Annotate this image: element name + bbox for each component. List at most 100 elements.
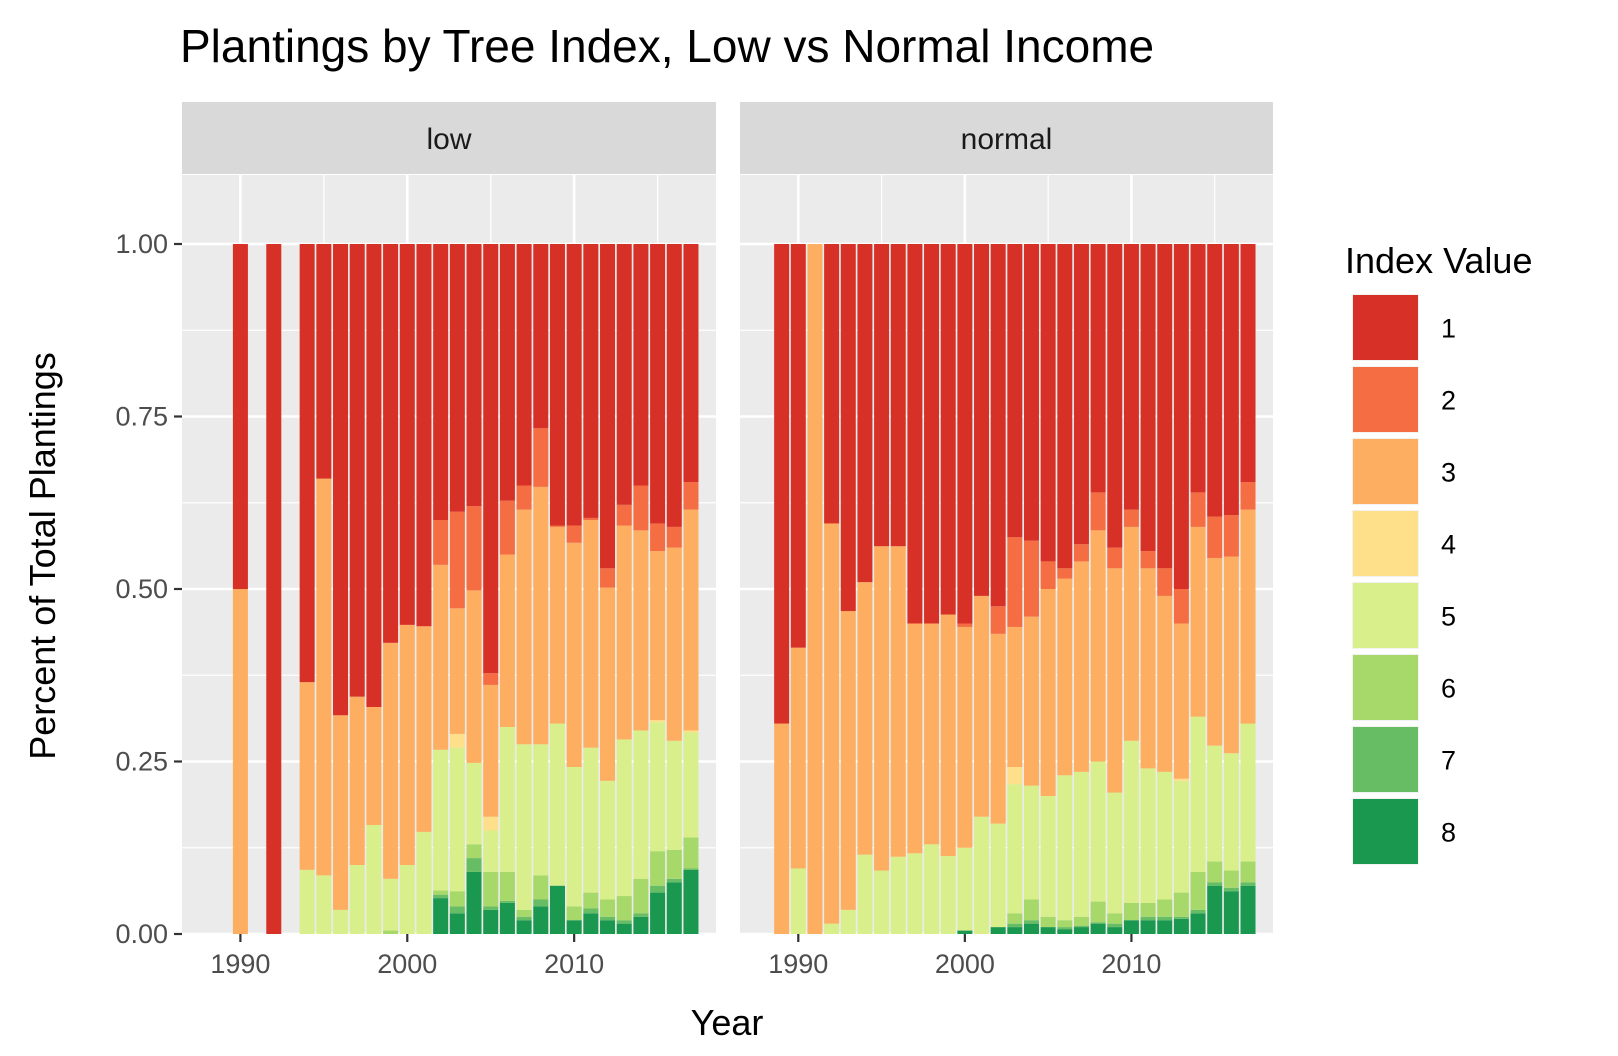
bar-segment-index-3: [616, 525, 632, 740]
bar-segment-index-6: [1057, 920, 1073, 928]
bar-segment-index-2: [583, 517, 599, 520]
bar-segment-index-5: [1007, 784, 1023, 914]
bar-segment-index-8: [1057, 929, 1073, 934]
bar-segment-index-5: [299, 869, 315, 934]
bar-segment-index-6: [1240, 861, 1256, 883]
bar-normal-1998: [924, 244, 940, 934]
x-tick-label: 1990: [768, 949, 828, 979]
legend-swatch: [1353, 727, 1418, 792]
facet-panels: low 1990 2000 2010 0.00 0.25 0.50 0.75 1.00 norma…: [115, 102, 1273, 979]
bar-segment-index-1: [957, 244, 973, 624]
bar-segment-index-1: [1123, 244, 1139, 510]
bar-segment-index-1: [533, 244, 549, 429]
bar-segment-index-1: [974, 244, 990, 596]
legend-label: 4: [1441, 530, 1456, 560]
bar-segment-index-3: [890, 546, 906, 857]
bar-segment-index-2: [1040, 561, 1056, 589]
bar-segment-index-3: [1157, 595, 1173, 772]
bar-segment-index-4: [483, 816, 499, 831]
bar-segment-index-2: [1157, 568, 1173, 596]
bar-segment-index-6: [1157, 899, 1173, 917]
bar-segment-index-3: [466, 590, 482, 763]
bar-segment-index-3: [433, 564, 449, 750]
bar-segment-index-5: [1240, 723, 1256, 862]
bar-segment-index-1: [940, 244, 956, 615]
bar-segment-index-2: [483, 673, 499, 685]
bar-segment-index-3: [840, 611, 856, 910]
bar-normal-1993: [840, 244, 856, 934]
bar-segment-index-5: [1090, 761, 1106, 902]
bar-segment-index-3: [1040, 589, 1056, 796]
legend-item-4: 4: [1352, 510, 1456, 577]
bar-low-2001: [416, 244, 432, 934]
bar-segment-index-2: [449, 511, 465, 609]
bar-segment-index-1: [790, 244, 806, 648]
bar-low-2010: [566, 244, 582, 934]
legend-item-6: 6: [1352, 654, 1456, 721]
bar-low-1996: [333, 244, 349, 934]
bar-segment-index-7: [483, 906, 499, 910]
bar-segment-index-1: [857, 244, 873, 583]
bar-segment-index-8: [533, 906, 549, 934]
bar-segment-index-2: [1190, 492, 1206, 527]
bar-segment-index-2: [1173, 589, 1189, 624]
bar-segment-index-8: [566, 920, 582, 934]
bar-segment-index-6: [1073, 916, 1089, 926]
bar-segment-index-1: [1223, 244, 1239, 516]
bar-segment-index-7: [1157, 916, 1173, 921]
bar-segment-index-1: [316, 244, 332, 479]
bar-segment-index-3: [549, 526, 565, 724]
bar-segment-index-5: [333, 909, 349, 934]
bar-segment-index-7: [516, 916, 532, 921]
legend-swatch: [1353, 655, 1418, 720]
bar-segment-index-3: [974, 595, 990, 817]
bar-normal-1989: [774, 244, 790, 934]
bar-normal-2015: [1207, 244, 1223, 934]
bar-segment-index-1: [1090, 244, 1106, 493]
bar-segment-index-2: [433, 520, 449, 565]
bar-segment-index-1: [499, 244, 515, 501]
bar-segment-index-3: [533, 486, 549, 745]
bar-low-2004: [466, 244, 482, 934]
bar-segment-index-7: [533, 899, 549, 907]
bar-segment-index-1: [924, 244, 940, 624]
legend-swatch: [1353, 439, 1418, 504]
bar-segment-index-1: [466, 244, 482, 507]
bar-segment-index-5: [466, 762, 482, 845]
bar-normal-2002: [990, 244, 1006, 934]
legend-label: 6: [1441, 674, 1456, 704]
bar-segment-index-1: [1157, 244, 1173, 569]
bar-segment-index-5: [1057, 775, 1073, 921]
bar-segment-index-8: [549, 885, 565, 934]
bar-normal-2007: [1073, 244, 1089, 934]
bar-segment-index-1: [549, 244, 565, 526]
bar-segment-index-4: [1007, 767, 1023, 785]
bar-segment-index-7: [1073, 925, 1089, 928]
bar-low-1997: [349, 244, 365, 934]
bar-segment-index-5: [433, 749, 449, 891]
bar-segment-index-3: [1090, 530, 1106, 762]
bar-normal-2017: [1240, 244, 1256, 934]
bar-segment-index-7: [1140, 916, 1156, 921]
bar-segment-index-7: [633, 913, 649, 917]
bar-segment-index-1: [683, 244, 699, 483]
bar-normal-2008: [1090, 244, 1106, 934]
facet-strip-label: normal: [961, 123, 1053, 156]
bar-segment-index-1: [1140, 244, 1156, 552]
bar-segment-index-1: [600, 244, 616, 569]
bar-segment-index-1: [890, 244, 906, 547]
bar-segment-index-1: [633, 244, 649, 486]
bar-segment-index-5: [683, 732, 699, 838]
bar-segment-index-6: [533, 875, 549, 900]
bar-segment-index-8: [1040, 927, 1056, 934]
bar-segment-index-3: [1073, 561, 1089, 772]
bar-segment-index-7: [1007, 923, 1023, 928]
bar-segment-index-1: [299, 244, 315, 683]
bar-low-2014: [633, 244, 649, 934]
legend-label: 2: [1441, 386, 1456, 416]
y-tick-label: 1.00: [115, 229, 168, 259]
bar-segment-index-6: [1023, 899, 1039, 921]
bar-segment-index-1: [1057, 244, 1073, 569]
bar-segment-index-7: [433, 894, 449, 899]
bar-segment-index-7: [1107, 923, 1123, 928]
